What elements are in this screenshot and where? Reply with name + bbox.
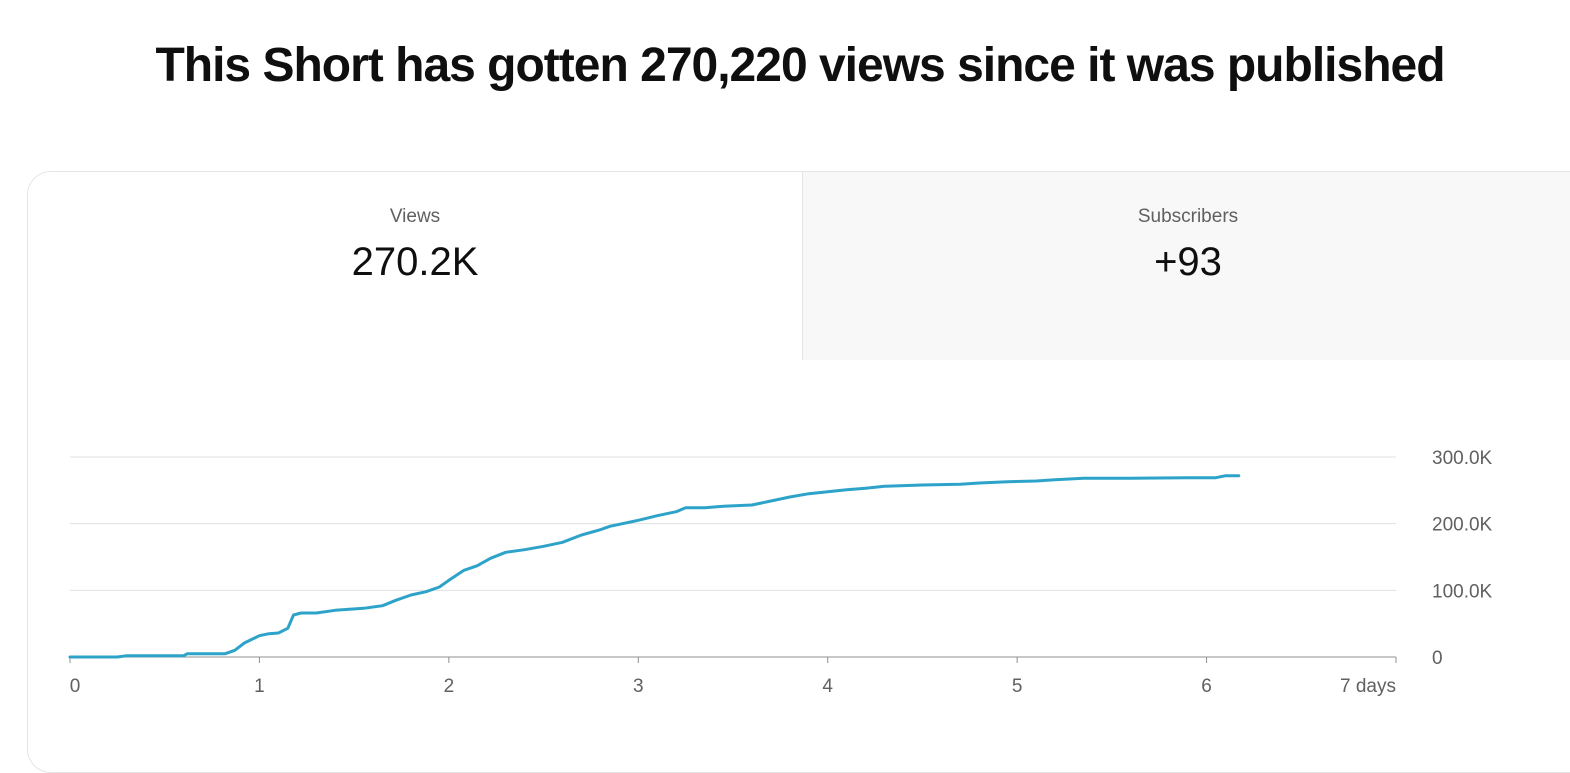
y-tick-label: 100.0K xyxy=(1432,581,1493,602)
x-tick-label: 1 xyxy=(254,676,265,697)
tab-subscribers[interactable]: Subscribers +93 xyxy=(802,172,1570,360)
views-line-chart: 0 100.0K 200.0K 300.0K 0 1 2 3 4 5 6 7 days xyxy=(68,448,1493,697)
x-tick-label: 6 xyxy=(1201,676,1212,697)
x-tick-label: 7 days xyxy=(1340,676,1396,697)
tab-views-label: Views xyxy=(389,206,441,227)
x-tick-label: 4 xyxy=(822,676,833,697)
y-tick-label: 0 xyxy=(1432,648,1443,669)
y-tick-label: 200.0K xyxy=(1432,515,1493,536)
page-title: This Short has gotten 270,220 views sinc… xyxy=(155,39,1445,92)
analytics-card: Views 270.2K Subscribers +93 xyxy=(27,171,1570,773)
tab-views[interactable]: Views 270.2K xyxy=(28,172,802,360)
x-tick-label: 2 xyxy=(444,676,455,697)
tab-views-value: 270.2K xyxy=(351,240,479,284)
x-tick-label: 5 xyxy=(1012,676,1023,697)
tab-subscribers-label: Subscribers xyxy=(1137,206,1239,227)
x-tick-label: 3 xyxy=(633,676,644,697)
x-tick-label: 0 xyxy=(70,676,81,697)
tab-subscribers-value: +93 xyxy=(1154,240,1222,284)
views-series-line xyxy=(68,474,1241,659)
y-tick-label: 300.0K xyxy=(1432,448,1493,469)
